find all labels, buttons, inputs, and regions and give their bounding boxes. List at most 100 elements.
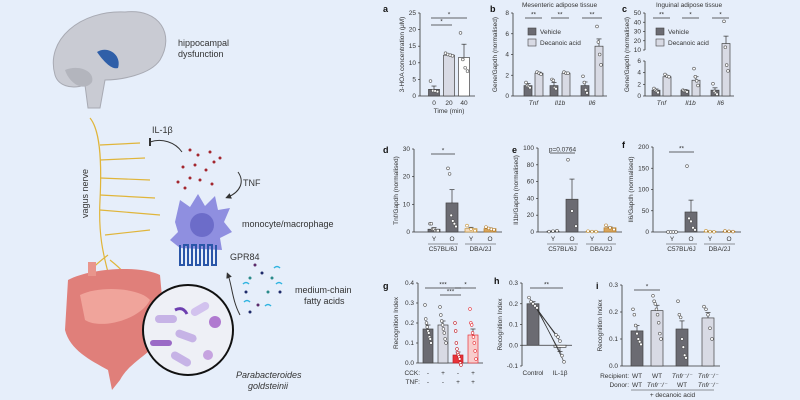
fatty-acid-dots-icon [242, 263, 283, 314]
data-point [424, 321, 429, 325]
data-point [694, 79, 699, 83]
data-point [469, 227, 473, 231]
data-point [654, 307, 659, 311]
legend-label: Decanoic acid [668, 40, 709, 47]
data-point [583, 88, 588, 92]
x-tick-label: Y [670, 236, 675, 243]
group-label: Il1b [685, 100, 696, 107]
data-point [691, 226, 695, 230]
y-tick-label: 4 [637, 70, 641, 77]
data-point [715, 92, 719, 96]
y-tick-label: 0.1 [609, 336, 618, 343]
group-label: C57BL/6J [667, 246, 696, 253]
x-tick-label: + [471, 379, 475, 386]
paired-line [536, 307, 565, 362]
data-point [442, 331, 446, 335]
y-tick-label: 25 [409, 10, 417, 17]
y-tick-label: 20 [409, 27, 417, 34]
label-mcfa-line2: fatty acids [304, 296, 345, 306]
data-point [427, 331, 431, 335]
data-point [712, 230, 716, 234]
x-tick-label: Tnfr⁻/⁻ [698, 373, 719, 380]
data-point [632, 313, 637, 317]
legend-label: Vehicle [668, 29, 689, 36]
y-tick-label: 6 [637, 58, 641, 65]
y-tick-label: 0 [530, 229, 534, 236]
y-tick-label: 4 [505, 52, 509, 59]
data-point [594, 229, 598, 234]
y-tick-label: 150 [638, 165, 649, 172]
x-tick-label: - [427, 370, 429, 377]
data-point [582, 80, 587, 85]
data-point [702, 304, 706, 309]
data-point [633, 323, 638, 328]
data-point [470, 331, 475, 335]
y-tick-label: 10 [403, 201, 411, 208]
y-tick-label: 20 [403, 174, 411, 181]
y-axis-label: Il6/Gapdh (normalised) [628, 156, 635, 222]
data-point [461, 57, 465, 62]
data-point [474, 357, 478, 361]
significance-label: *** [447, 289, 455, 296]
data-point [449, 213, 453, 218]
footer-label: + decanoic acid [650, 392, 696, 399]
data-point [639, 342, 643, 347]
y-axis-label: Il1b/Gapdh (normalised) [513, 155, 520, 225]
data-point [711, 82, 715, 86]
data-point [636, 337, 641, 341]
x-tick-label: O [449, 236, 454, 243]
gpr84-receptor-icon [179, 244, 217, 266]
data-point [440, 319, 444, 323]
data-point [731, 229, 735, 234]
panel-label: a [383, 4, 389, 14]
data-point [455, 347, 459, 351]
data-point [566, 158, 570, 162]
y-tick-label: 0.0 [509, 342, 518, 349]
y-tick-label: 40 [634, 19, 642, 26]
significance-label: ** [531, 12, 537, 19]
label-macrophage: monocyte/macrophage [242, 219, 334, 229]
data-point [696, 83, 700, 88]
group-label: C57BL/6J [429, 246, 458, 253]
data-point [727, 229, 731, 234]
significance-label: ** [659, 12, 665, 19]
y-tick-label: 200 [638, 144, 649, 151]
y-tick-label: 6 [505, 31, 509, 38]
data-point [454, 341, 459, 345]
legend-label: Vehicle [540, 29, 561, 36]
data-point [657, 321, 661, 325]
data-point [674, 230, 678, 234]
data-point [533, 304, 537, 308]
x-tick-label: Tnfr⁻/⁻ [672, 373, 693, 380]
significance-label: * [440, 19, 443, 26]
data-point [595, 24, 599, 29]
data-point [453, 329, 458, 333]
data-point [608, 226, 612, 230]
x-tick-label: Y [469, 236, 474, 243]
y-tick-label: 20 [634, 38, 642, 45]
y-tick-label: 10 [634, 47, 642, 54]
bar [662, 76, 672, 97]
x-tick-label: - [442, 379, 444, 386]
data-point [429, 341, 433, 345]
bar [458, 57, 470, 97]
data-point [458, 31, 463, 35]
data-point [635, 331, 639, 336]
y-axis-label: Tnf/Gapdh (normalised) [393, 156, 400, 225]
y-tick-label: 100 [523, 145, 534, 152]
significance-label: p=0.0764 [549, 147, 577, 154]
data-point [424, 317, 428, 321]
data-point [556, 335, 560, 339]
x-tick-label: O [688, 236, 693, 243]
chart-title: Mesenteric adipose tissue [522, 2, 598, 9]
data-point [484, 225, 488, 229]
row-label: CCK: [404, 370, 420, 377]
data-point [693, 75, 698, 79]
data-point [527, 295, 531, 300]
panel-i: i 0.0 0.1 0.2 0.3 Recognition Index WT WT Tnfr⁻/… [596, 281, 720, 399]
arrow-icon [225, 171, 242, 199]
y-tick-label: 30 [403, 146, 411, 153]
data-point [428, 79, 433, 83]
